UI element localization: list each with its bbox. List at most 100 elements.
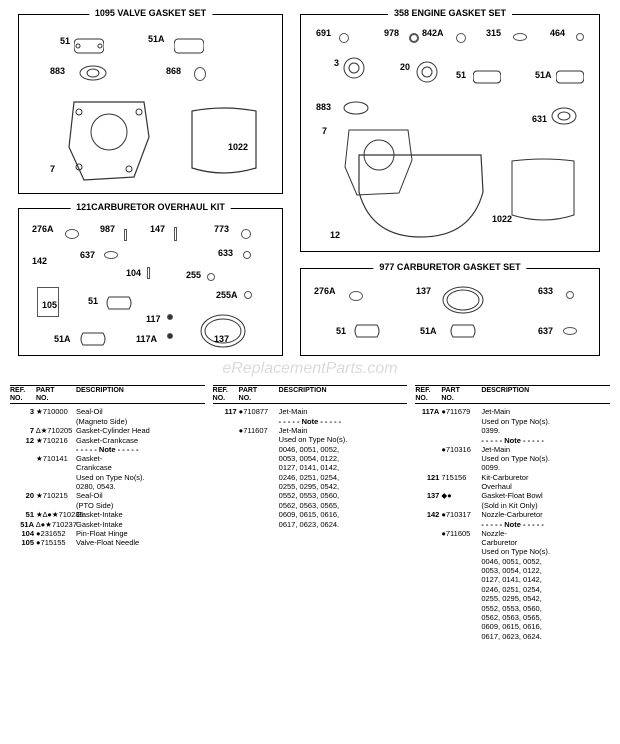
cell-part: 715156 — [441, 473, 481, 482]
table-row: ●710316Jet-Main — [415, 445, 610, 454]
table-row: 3★710000Seal-Oil — [10, 407, 205, 416]
cell-part: ★∆●★710235 — [36, 510, 76, 519]
callout-label: 868 — [166, 66, 181, 76]
callout-label: 117 — [146, 314, 161, 324]
table-row: 0609, 0615, 0616, — [415, 622, 610, 631]
cell-ref — [10, 473, 36, 482]
callout-label: 631 — [532, 114, 547, 124]
part-icon — [194, 67, 206, 81]
part-icon — [513, 33, 527, 41]
table-row: 0053, 0054, 0122, — [213, 454, 408, 463]
cell-ref — [415, 529, 441, 538]
callout-label: 104 — [126, 268, 141, 278]
cell-part — [441, 585, 481, 594]
callout-label: 255A — [216, 290, 238, 300]
cell-desc: Gasket- — [76, 454, 205, 463]
th-ref: REF.NO. — [213, 387, 239, 402]
table-row: ●711607Jet-Main — [213, 426, 408, 435]
cell-part — [36, 501, 76, 510]
cell-part — [441, 463, 481, 472]
cell-part — [239, 454, 279, 463]
callout-label: 117A — [136, 334, 157, 344]
cell-desc: (PTO Side) — [76, 501, 205, 510]
cell-ref — [213, 463, 239, 472]
cell-desc: 0246, 0251, 0254, — [279, 473, 408, 482]
cell-part — [239, 520, 279, 529]
cell-desc: 0562, 0563, 0565, — [481, 613, 610, 622]
cell-desc: Carburetor — [481, 538, 610, 547]
cell-ref — [415, 557, 441, 566]
table-row: 0552, 0553, 0560, — [415, 604, 610, 613]
cell-ref — [415, 604, 441, 613]
cell-ref: 7 — [10, 426, 36, 435]
cell-desc: (Magneto Side) — [76, 417, 205, 426]
cell-ref — [10, 445, 36, 454]
th-ref: REF.NO. — [415, 387, 441, 402]
table-body: 3★710000Seal-Oil(Magneto Side)7∆★710205G… — [10, 407, 205, 547]
cell-ref — [415, 585, 441, 594]
callout-label: 3 — [334, 58, 339, 68]
cell-part: ★710141 — [36, 454, 76, 463]
table-header: REF.NO. PARTNO. DESCRIPTION — [213, 385, 408, 404]
cell-part — [239, 510, 279, 519]
cell-desc: 0280, 0543. — [76, 482, 205, 491]
table-row: 0255, 0295, 0542, — [213, 482, 408, 491]
table-row: 0127, 0141, 0142, — [415, 575, 610, 584]
table-row: 0246, 0251, 0254, — [213, 473, 408, 482]
cell-ref — [213, 426, 239, 435]
cell-part — [441, 520, 481, 529]
callout-label: 276A — [314, 286, 336, 296]
cell-desc: 0617, 0623, 0624. — [279, 520, 408, 529]
table-row: Used on Type No(s). — [10, 473, 205, 482]
cell-ref — [213, 435, 239, 444]
cell-ref — [213, 417, 239, 426]
callout-label: 773 — [214, 224, 229, 234]
cell-part: ★710215 — [36, 491, 76, 500]
cell-part — [441, 557, 481, 566]
th-ref: REF.NO. — [10, 387, 36, 402]
cell-ref — [415, 622, 441, 631]
jet-icon — [167, 314, 173, 320]
gasket-icon — [449, 323, 477, 339]
table-row: 7∆★710205Gasket-Cylinder Head — [10, 426, 205, 435]
table-row: 0099. — [415, 463, 610, 472]
table-row: 0617, 0623, 0624. — [415, 632, 610, 641]
table-row: Crankcase — [10, 463, 205, 472]
callout-label: 987 — [100, 224, 115, 234]
callout-label: 51A — [420, 326, 437, 336]
table-row: Used on Type No(s). — [415, 417, 610, 426]
part-icon — [563, 327, 577, 335]
cell-desc: 0552, 0553, 0560, — [481, 604, 610, 613]
callout-label: 147 — [150, 224, 165, 234]
bowl-gasket-icon — [441, 285, 485, 315]
table-row: 51A∆●★710237Gasket-Intake — [10, 520, 205, 529]
cell-part — [441, 632, 481, 641]
gasket-icon — [174, 37, 204, 55]
cell-desc: (Sold in Kit Only) — [481, 501, 610, 510]
callout-label: 276A — [32, 224, 54, 234]
table-row: 20★710215Seal-Oil — [10, 491, 205, 500]
cell-ref: 12 — [10, 436, 36, 445]
cell-desc: 0399. — [481, 426, 610, 435]
cell-part: ∆●★710237 — [36, 520, 76, 529]
gasket-icon — [79, 65, 107, 81]
cell-ref — [213, 445, 239, 454]
callout-label: 633 — [538, 286, 553, 296]
part-icon — [244, 291, 252, 299]
table-row: (Sold in Kit Only) — [415, 501, 610, 510]
cell-desc: 0246, 0251, 0254, — [481, 585, 610, 594]
pin-icon — [174, 227, 177, 241]
cell-part — [441, 454, 481, 463]
cell-part: ◆● — [441, 491, 481, 500]
gasket-icon — [105, 295, 133, 311]
part-icon — [207, 273, 215, 281]
table-row: 0280, 0543. — [10, 482, 205, 491]
box-title: 977 CARBURETOR GASKET SET — [373, 262, 526, 272]
gasket-icon — [79, 331, 107, 347]
callout-label: 255 — [186, 270, 201, 280]
cell-desc: 0127, 0141, 0142, — [279, 463, 408, 472]
callout-label: 464 — [550, 28, 565, 38]
cell-part — [36, 482, 76, 491]
callout-label: 105 — [42, 300, 57, 310]
cell-ref — [415, 632, 441, 641]
